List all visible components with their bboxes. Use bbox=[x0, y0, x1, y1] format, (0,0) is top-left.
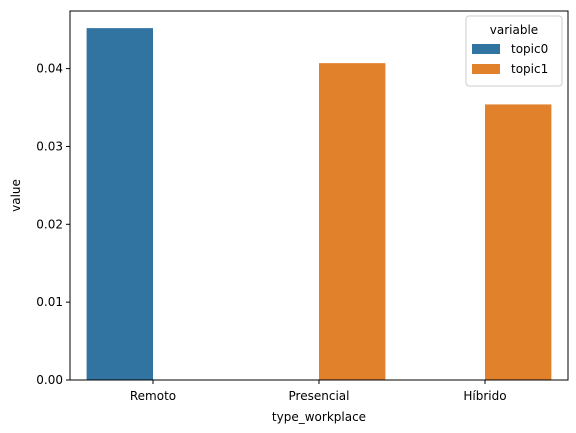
y-axis-label: value bbox=[9, 179, 23, 212]
legend-title: variable bbox=[490, 23, 538, 37]
y-tick-label: 0.00 bbox=[36, 373, 63, 387]
y-tick-label: 0.03 bbox=[36, 139, 63, 153]
legend: variable topic0 topic1 bbox=[465, 15, 563, 87]
legend-swatch-topic0 bbox=[472, 44, 500, 54]
bars-layer bbox=[86, 28, 552, 380]
x-tick-label: Remoto bbox=[130, 389, 176, 403]
x-tick-label: Presencial bbox=[289, 389, 350, 403]
x-tick-label: Híbrido bbox=[463, 389, 506, 403]
y-tick-label: 0.01 bbox=[36, 295, 63, 309]
bar-topic0-Remoto bbox=[86, 28, 153, 380]
y-tick-label: 0.04 bbox=[36, 62, 63, 76]
x-axis-label: type_workplace bbox=[272, 410, 366, 424]
x-axis: Remoto Presencial Híbrido bbox=[130, 380, 507, 403]
legend-swatch-topic1 bbox=[472, 64, 500, 74]
y-axis: 0.00 0.01 0.02 0.03 0.04 bbox=[36, 62, 70, 387]
legend-label-topic0: topic0 bbox=[511, 42, 548, 56]
bar-topic1-Presencial bbox=[319, 63, 386, 380]
bar-topic1-Híbrido bbox=[485, 104, 552, 380]
legend-label-topic1: topic1 bbox=[511, 62, 548, 76]
y-tick-label: 0.02 bbox=[36, 217, 63, 231]
